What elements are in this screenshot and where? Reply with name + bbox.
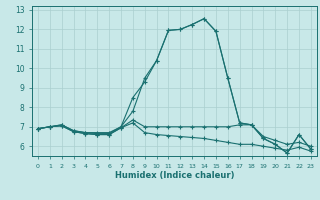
X-axis label: Humidex (Indice chaleur): Humidex (Indice chaleur) (115, 171, 234, 180)
